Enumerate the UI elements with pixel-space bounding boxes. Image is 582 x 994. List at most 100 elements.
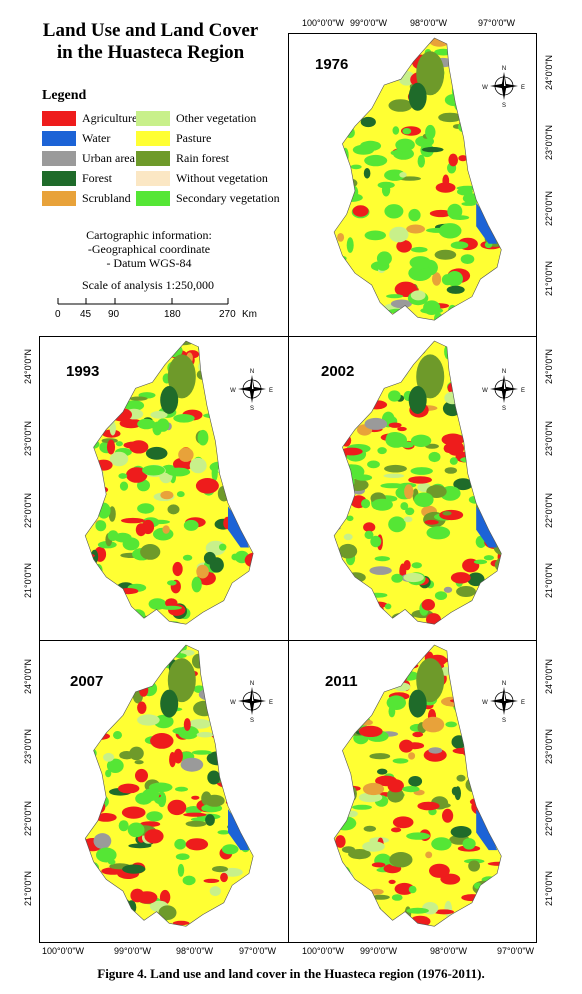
legend-swatch: [42, 171, 76, 186]
legend-item-water: Water: [42, 131, 110, 146]
lon-label-bottom-98w-right: 98°0'0"W: [430, 946, 468, 956]
legend-label: Other vegetation: [176, 111, 257, 125]
legend-item-agriculture: Agriculture: [42, 111, 137, 126]
legend-swatch: [42, 131, 76, 146]
legend-label: Forest: [82, 171, 112, 185]
legend-item-urban-area: Urban area: [42, 151, 135, 166]
huasteca-map: [84, 340, 254, 625]
map-panel-1993: 1993 N S W E: [39, 336, 289, 641]
legend-swatch: [42, 191, 76, 206]
huasteca-map: [333, 644, 502, 927]
legend-label: Scrubland: [82, 191, 131, 205]
scale-tick-270: 270: [219, 309, 236, 320]
legend-label: Secondary vegetation: [176, 191, 280, 205]
legend-item-secondary-vegetation: Secondary vegetation: [136, 191, 280, 206]
lat-label-right-21n-row3: 21°0'0"N: [544, 870, 554, 906]
legend-label: Without vegetation: [176, 171, 268, 185]
compass-n-label: N: [250, 681, 254, 687]
legend-swatch: [136, 131, 170, 146]
lat-label-right-22n-row1: 22°0'0"N: [544, 190, 554, 226]
compass-s-label: S: [250, 718, 254, 723]
panel-year: 1993: [66, 363, 100, 380]
compass-e-label: E: [269, 388, 273, 394]
lon-label-top-97w: 97°0'0"W: [478, 18, 516, 28]
lat-label-right-21n-row1: 21°0'0"N: [544, 260, 554, 296]
map-title-line2: in the Huasteca Region: [56, 42, 245, 63]
legend-swatch: [136, 151, 170, 166]
lat-label-left-22n-row3: 22°0'0"N: [23, 800, 33, 836]
lat-label-right-21n-row2: 21°0'0"N: [544, 562, 554, 598]
legend-item-scrubland: Scrubland: [42, 191, 131, 206]
compass-n-label: N: [250, 369, 254, 375]
lon-label-bottom-100w-right: 100°0'0"W: [302, 946, 345, 956]
legend-label: Agriculture: [82, 111, 138, 125]
compass-s-label: S: [502, 406, 506, 411]
map-title-line1: Land Use and Land Cover: [42, 20, 259, 41]
cartographic-info-line1: Cartographic information:: [86, 228, 212, 242]
legend-swatch: [42, 111, 76, 126]
compass-s-label: S: [250, 406, 254, 411]
scale-tick-90: 90: [108, 309, 120, 320]
lon-label-bottom-97w: 97°0'0"W: [239, 946, 277, 956]
lat-label-left-22n-row2: 22°0'0"N: [23, 492, 33, 528]
lat-label-right-23n-row2: 23°0'0"N: [544, 420, 554, 456]
compass-w-label: W: [230, 388, 236, 394]
lat-label-right-22n-row3: 22°0'0"N: [544, 800, 554, 836]
map-panel-2007: 2007 N S W E: [39, 640, 289, 943]
lat-label-left-23n-row3: 23°0'0"N: [23, 728, 33, 764]
lat-label-left-21n-row3: 21°0'0"N: [23, 870, 33, 906]
panel-year: 2002: [321, 363, 355, 380]
legend-item-pasture: Pasture: [136, 131, 211, 146]
scale-bar: [57, 298, 229, 305]
compass-w-label: W: [482, 85, 488, 91]
lon-label-bottom-97w-right: 97°0'0"W: [497, 946, 535, 956]
lat-label-right-23n-row3: 23°0'0"N: [544, 728, 554, 764]
scale-tick-45: 45: [80, 309, 92, 320]
legend-label: Pasture: [176, 131, 212, 145]
legend-item-other-vegetation: Other vegetation: [136, 111, 256, 126]
map-panel-2002: 2002 N S W E: [288, 336, 537, 641]
compass-e-label: E: [521, 85, 525, 91]
compass-w-label: W: [482, 388, 488, 394]
scale-tick-0: 0: [55, 309, 61, 320]
lat-label-right-24n-row3: 24°0'0"N: [544, 658, 554, 694]
lon-label-bottom-98w: 98°0'0"W: [176, 946, 214, 956]
lon-label-top-99w: 99°0'0"W: [350, 18, 388, 28]
lat-label-left-23n-row2: 23°0'0"N: [23, 420, 33, 456]
compass-s-label: S: [502, 103, 506, 108]
legend-swatch: [42, 151, 76, 166]
compass-n-label: N: [502, 66, 506, 72]
compass-s-label: S: [502, 718, 506, 723]
lat-label-left-24n-row2: 24°0'0"N: [23, 348, 33, 384]
legend-swatch: [136, 171, 170, 186]
lon-label-bottom-99w-right: 99°0'0"W: [360, 946, 398, 956]
legend-heading: Legend: [42, 88, 87, 103]
panel-year: 2011: [325, 673, 358, 690]
compass-n-label: N: [502, 369, 506, 375]
compass-e-label: E: [521, 700, 525, 706]
map-panel-2011: 2011 N S W E: [288, 640, 537, 943]
compass-e-label: E: [521, 388, 525, 394]
map-panel-1976: 1976 N S W E: [288, 33, 537, 337]
lat-label-left-24n-row3: 24°0'0"N: [23, 658, 33, 694]
lon-label-bottom-100w: 100°0'0"W: [42, 946, 85, 956]
huasteca-map: [333, 37, 502, 321]
legend-swatch: [136, 111, 170, 126]
lat-label-right-22n-row2: 22°0'0"N: [544, 492, 554, 528]
cartographic-info-line2: -Geographical coordinate: [87, 242, 211, 256]
lat-label-left-21n-row2: 21°0'0"N: [23, 562, 33, 598]
lat-label-right-23n-row1: 23°0'0"N: [544, 124, 554, 160]
panel-year: 1976: [315, 56, 349, 73]
figure-caption: Figure 4. Land use and land cover in the…: [97, 966, 485, 981]
lon-label-top-100w: 100°0'0"W: [302, 18, 345, 28]
scale-tick-180: 180: [164, 309, 181, 320]
legend-label: Water: [82, 131, 111, 145]
scale-unit: Km: [242, 309, 257, 320]
huasteca-map: [84, 644, 254, 927]
scale-of-analysis: Scale of analysis 1:250,000: [82, 278, 214, 292]
legend-item-forest: Forest: [42, 171, 112, 186]
compass-w-label: W: [482, 700, 488, 706]
lon-label-bottom-99w: 99°0'0"W: [114, 946, 152, 956]
lon-label-top-98w: 98°0'0"W: [410, 18, 448, 28]
compass-e-label: E: [269, 700, 273, 706]
